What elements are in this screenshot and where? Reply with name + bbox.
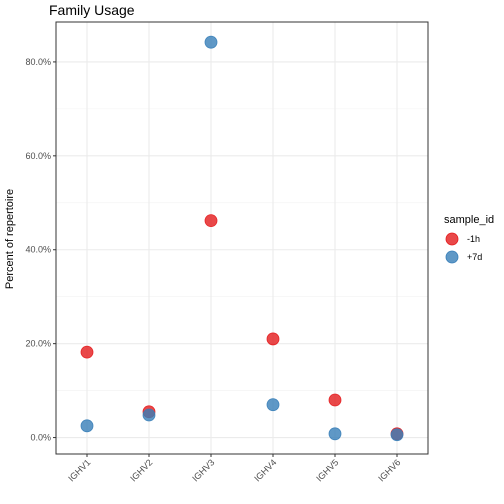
x-tick-label: IGHV1: [66, 457, 92, 483]
x-tick-label: IGHV5: [314, 457, 340, 483]
data-point-2: [204, 35, 218, 49]
x-tick-label: IGHV4: [252, 457, 278, 483]
data-point-1: [266, 332, 280, 346]
y-axis-title: Percent of repertoire: [4, 189, 16, 289]
data-point-1: [80, 345, 94, 359]
y-tick-label: 60.0%: [25, 151, 51, 161]
legend-label: +7d: [467, 252, 482, 262]
legend-title: sample_id: [444, 214, 494, 226]
plot-area: 0.0% 20.0% 40.0% 60.0% 80.0% IGHV1 IGHV2 IGHV3 I…: [25, 21, 429, 484]
data-point-2: [142, 408, 156, 422]
y-tick-label: 80.0%: [25, 57, 51, 67]
x-tick-label: IGHV6: [376, 457, 402, 483]
y-tick-label: 0.0%: [30, 433, 51, 443]
data-point-2: [266, 398, 280, 412]
x-tick-label: IGHV2: [128, 457, 154, 483]
panel-border: [55, 21, 429, 455]
data-point-1: [204, 214, 218, 228]
data-point-1: [328, 393, 342, 407]
legend-key: [445, 250, 459, 264]
legend-label: -1h: [467, 234, 480, 244]
legend-key: [445, 232, 459, 246]
legend: sample_id -1h +7d: [444, 214, 494, 264]
y-tick-label: 20.0%: [25, 339, 51, 349]
data-point-2: [390, 428, 404, 442]
chart-title: Family Usage: [49, 2, 135, 18]
data-point-2: [328, 427, 342, 441]
y-tick-label: 40.0%: [25, 245, 51, 255]
data-point-2: [80, 419, 94, 433]
x-tick-label: IGHV3: [190, 457, 216, 483]
